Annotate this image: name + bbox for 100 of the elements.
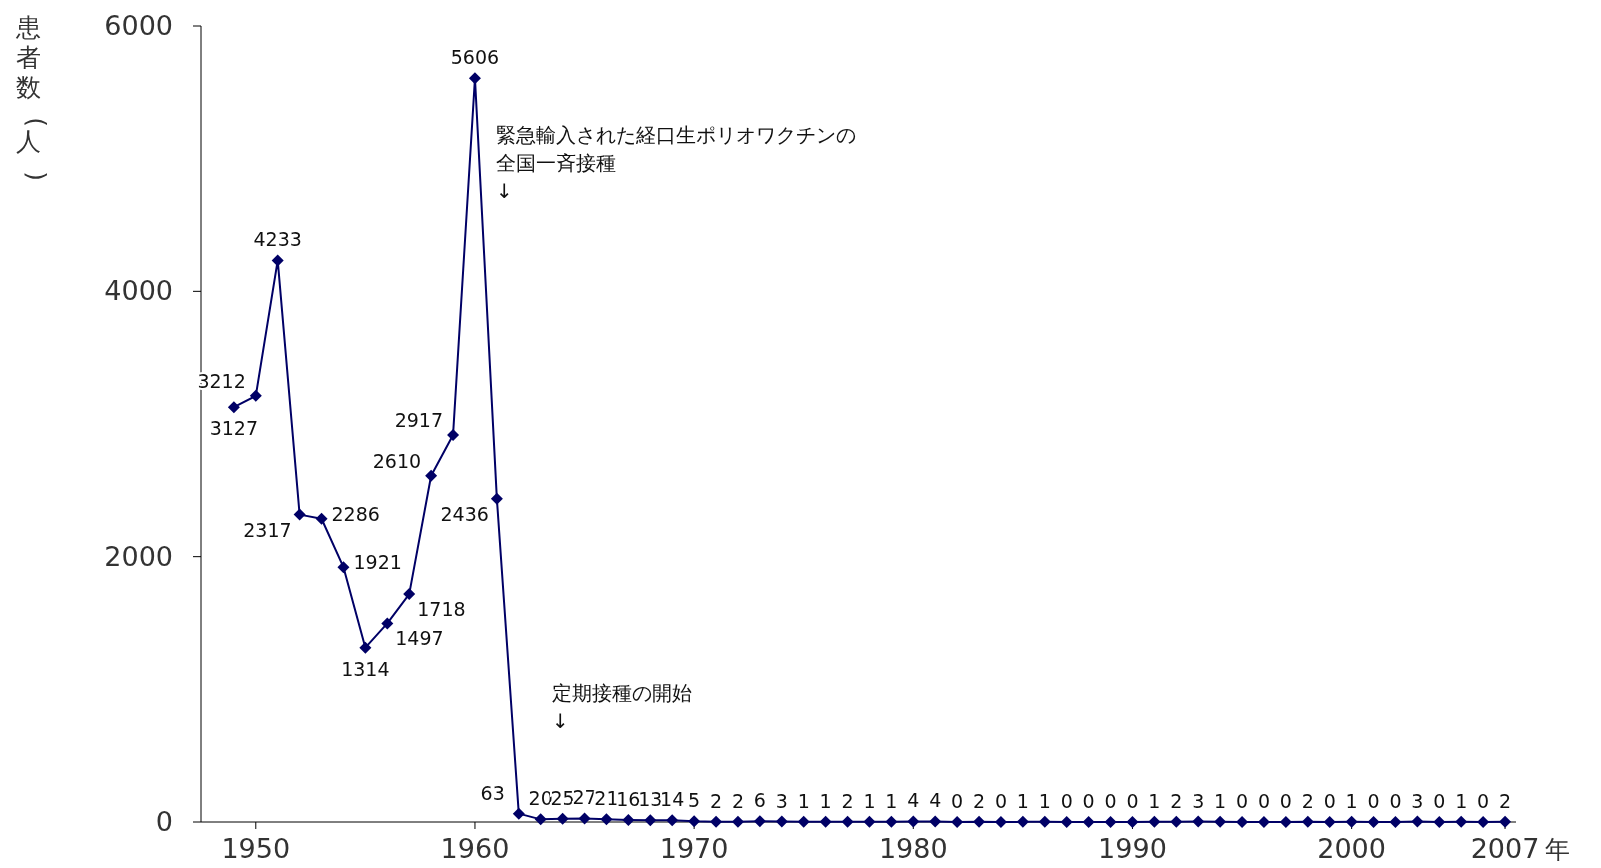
data-label: 3 — [1192, 789, 1205, 812]
point — [1082, 816, 1095, 828]
data-label: 3 — [775, 789, 788, 812]
data-label: 1921 — [353, 551, 402, 574]
data-label: 21 — [594, 787, 619, 810]
data-label: 2 — [731, 789, 745, 812]
point — [885, 815, 898, 828]
point — [863, 815, 876, 828]
data-label: 1497 — [395, 627, 444, 650]
data-label: 0 — [1477, 790, 1490, 812]
point — [1104, 816, 1117, 828]
data-label: 0 — [951, 790, 964, 812]
point — [775, 815, 788, 828]
data-label: 1 — [1455, 789, 1468, 812]
point — [1192, 815, 1205, 828]
point — [490, 492, 503, 505]
point — [1016, 815, 1029, 828]
point — [1214, 815, 1227, 828]
data-label: 0 — [1389, 790, 1402, 812]
data-label: 0 — [1060, 790, 1073, 812]
point — [1411, 815, 1424, 828]
data-label: 2 — [1498, 789, 1512, 812]
point — [293, 508, 306, 521]
x-tick-label: 2000 — [1317, 833, 1386, 864]
data-label: 3 — [1411, 789, 1424, 812]
data-label: 13 — [638, 788, 663, 811]
point — [1433, 816, 1446, 828]
data-label: 3127 — [209, 417, 259, 440]
point — [973, 815, 986, 828]
data-label: 1718 — [417, 598, 466, 621]
data-label: 2 — [709, 789, 723, 812]
y-tick-label: 0 — [155, 806, 173, 837]
y-tick-label: 6000 — [104, 10, 173, 41]
point — [1301, 815, 1314, 828]
data-label: 5606 — [450, 46, 500, 69]
point — [1038, 815, 1051, 828]
point — [688, 815, 701, 828]
point — [534, 813, 547, 826]
data-label: 2436 — [440, 502, 489, 525]
data-label: 16 — [616, 787, 641, 810]
data-label: 3212 — [197, 369, 246, 392]
point — [731, 815, 744, 828]
data-label: 0 — [1279, 790, 1292, 812]
x-tick-label: 1950 — [221, 833, 291, 864]
point — [1345, 815, 1358, 828]
point — [425, 469, 438, 482]
data-label: 0 — [1433, 790, 1446, 812]
point — [315, 512, 328, 525]
data-label: 0 — [1257, 790, 1271, 812]
point — [556, 812, 569, 825]
data-label: 0 — [1082, 790, 1095, 812]
data-label: 1314 — [341, 657, 390, 680]
x-tick-label: 1990 — [1098, 833, 1167, 864]
data-label: 1 — [1038, 789, 1051, 812]
data-label: 5 — [688, 789, 701, 812]
data-label: 4 — [929, 789, 942, 812]
data-label: 6 — [753, 789, 766, 812]
point — [600, 813, 613, 826]
data-label: 2 — [972, 789, 986, 812]
data-label: 1 — [1214, 789, 1227, 812]
x-tick-label: 1970 — [659, 833, 729, 864]
data-label: 1 — [863, 789, 876, 812]
data-label: 1 — [1016, 789, 1029, 812]
data-label: 0 — [1323, 790, 1336, 812]
data-label: 1 — [819, 789, 832, 812]
data-label: 1 — [1345, 789, 1358, 812]
data-label: 1 — [885, 789, 898, 812]
point — [797, 815, 810, 828]
point — [644, 814, 657, 827]
point — [1389, 816, 1402, 828]
data-label: 0 — [994, 790, 1008, 812]
x-tick-label: 2007 — [1470, 833, 1540, 864]
data-label: 2286 — [331, 502, 380, 525]
point — [381, 617, 394, 630]
point — [1455, 815, 1468, 828]
annotation: 緊急輸入された経口生ポリオワクチンの全国一斉接種 ↓ — [496, 123, 856, 203]
data-label: 0 — [1104, 790, 1117, 812]
point — [622, 813, 635, 826]
point — [753, 815, 766, 828]
data-label: 4 — [907, 789, 920, 812]
x-tick-label: 1960 — [440, 833, 510, 864]
data-label: 2 — [1170, 789, 1183, 812]
data-label: 0 — [1126, 790, 1139, 812]
data-label: 20 — [528, 787, 553, 810]
point — [578, 812, 591, 825]
point — [929, 815, 942, 828]
point — [403, 588, 416, 601]
point — [1126, 816, 1139, 828]
data-label: 14 — [660, 788, 685, 811]
data-label: 63 — [480, 781, 505, 804]
point — [512, 807, 525, 820]
point — [907, 815, 920, 828]
point — [819, 815, 832, 828]
annotation: 定期接種の開始 ↓ — [552, 681, 692, 733]
point — [468, 72, 481, 85]
point — [1367, 816, 1380, 828]
y-tick-label: 4000 — [104, 275, 173, 307]
data-label: 2610 — [372, 449, 422, 472]
point — [249, 389, 262, 402]
y-tick-label: 2000 — [104, 540, 173, 572]
